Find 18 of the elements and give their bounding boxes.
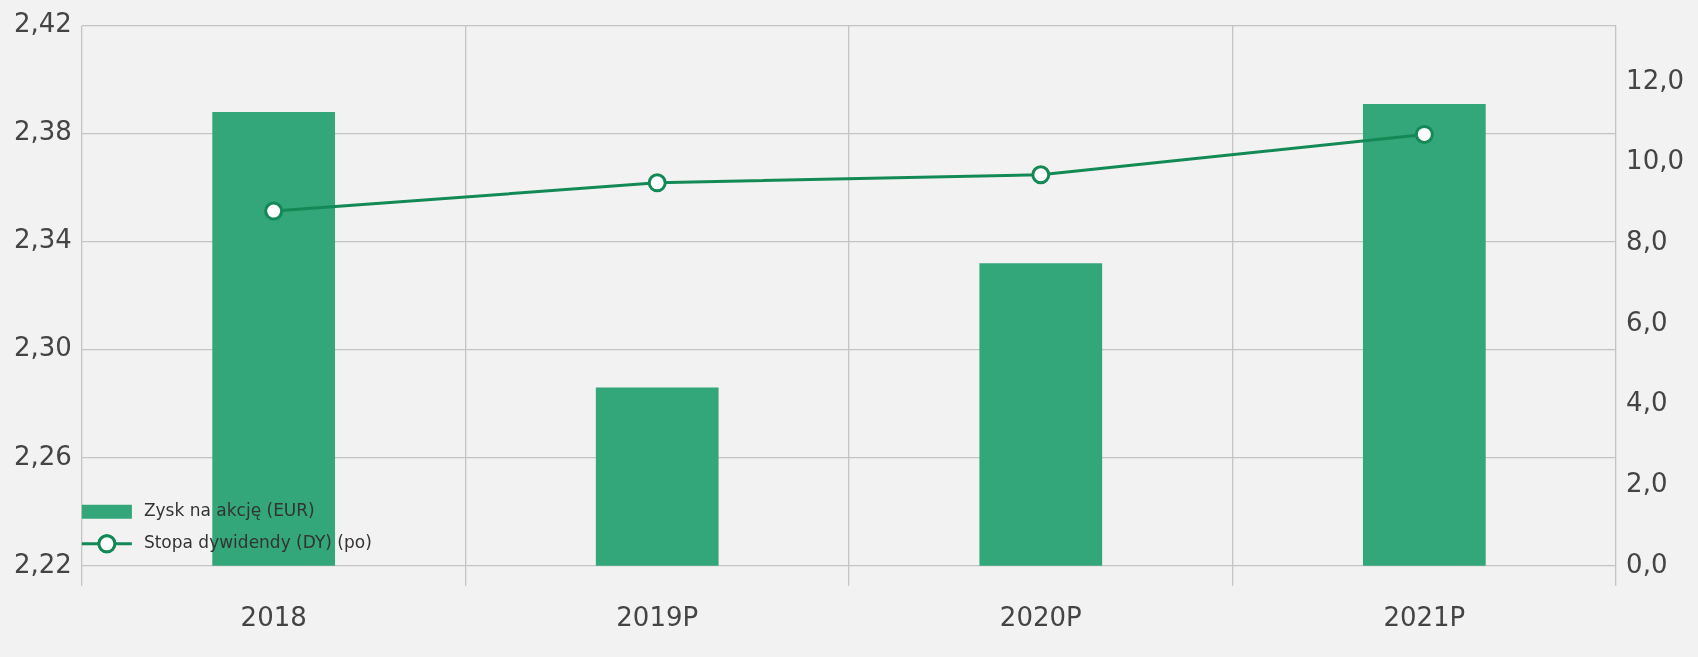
x-tick-label: 2020P <box>999 602 1082 633</box>
x-tick-label: 2021P <box>1383 602 1466 633</box>
y-tick-label: 2,26 <box>14 440 72 471</box>
y2-tick-label: 0,0 <box>1626 548 1668 579</box>
y-tick-label: 2,42 <box>14 8 72 39</box>
y-tick-label: 2,22 <box>14 548 72 579</box>
y-tick-label: 2,34 <box>14 224 72 255</box>
y-tick-label: 2,30 <box>14 332 72 363</box>
y-tick-label: 2,38 <box>14 116 72 147</box>
y2-tick-label: 2,0 <box>1626 467 1668 498</box>
y2-tick-label: 4,0 <box>1626 387 1668 418</box>
legend-label: Zysk na akcję (EUR) <box>143 500 315 521</box>
x-tick-label: 2019P <box>616 602 699 633</box>
y2-tick-label: 10,0 <box>1626 145 1684 176</box>
y2-tick-label: 8,0 <box>1626 226 1668 257</box>
y2-tick-label: 12,0 <box>1626 64 1684 95</box>
y2-tick-label: 6,0 <box>1626 306 1668 337</box>
x-tick-label: 2018 <box>240 602 307 633</box>
